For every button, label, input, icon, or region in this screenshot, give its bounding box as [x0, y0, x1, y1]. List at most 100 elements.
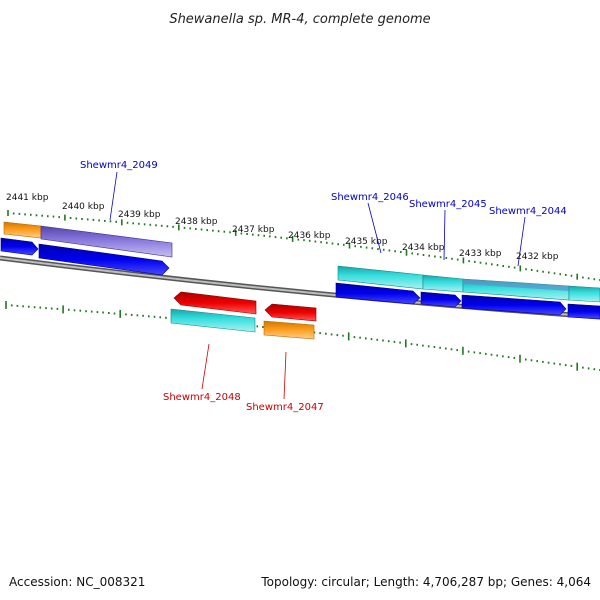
major-tick — [519, 265, 522, 272]
gene-label-shewmr4-2045[interactable]: Shewmr4_2045 — [409, 199, 487, 210]
minor-tick — [450, 348, 453, 351]
minor-tick — [109, 220, 112, 223]
cds-arrow-forward[interactable] — [567, 303, 600, 320]
minor-tick — [468, 260, 470, 263]
minor-tick — [104, 219, 106, 222]
minor-tick — [536, 360, 538, 363]
minor-tick — [337, 243, 339, 246]
major-tick — [576, 273, 578, 280]
minor-tick — [553, 362, 556, 365]
minor-tick — [525, 268, 527, 271]
minor-tick — [587, 367, 590, 370]
minor-tick — [257, 234, 260, 237]
minor-tick — [559, 273, 561, 276]
minor-tick — [96, 311, 99, 314]
minor-tick — [593, 368, 596, 371]
kbp-label: 2432 kbp — [516, 252, 559, 262]
gene-label-shewmr4-2044[interactable]: Shewmr4_2044 — [489, 206, 567, 217]
minor-tick — [41, 214, 43, 217]
minor-tick — [256, 325, 259, 328]
minor-tick — [485, 352, 487, 355]
minor-tick — [394, 250, 396, 253]
minor-tick — [75, 217, 78, 220]
minor-tick — [360, 245, 362, 248]
cds-arrow-forward[interactable] — [38, 243, 170, 276]
minor-tick — [115, 220, 117, 223]
minor-tick — [496, 354, 498, 357]
gene-feature-shewmr4-2049[interactable] — [40, 225, 173, 258]
minor-tick — [542, 270, 544, 273]
minor-tick — [485, 262, 487, 265]
minor-tick — [92, 218, 95, 221]
major-tick — [234, 229, 237, 236]
gene-feature-shewmr4-2045[interactable] — [422, 274, 464, 293]
minor-tick — [433, 346, 436, 348]
minor-tick — [587, 277, 590, 280]
minor-tick — [160, 224, 163, 227]
minor-tick — [33, 306, 36, 309]
minor-tick — [10, 304, 13, 307]
gene-feature-orange[interactable] — [3, 221, 42, 239]
gene-label-shewmr4-2049[interactable]: Shewmr4_2049 — [80, 160, 158, 171]
cds-arrow-forward[interactable] — [0, 237, 39, 256]
minor-tick — [86, 218, 89, 221]
leader-line-shewmr4-2049 — [109, 171, 118, 221]
minor-tick — [165, 316, 167, 319]
minor-tick — [223, 230, 226, 233]
minor-tick — [525, 358, 527, 361]
major-tick — [178, 224, 180, 231]
major-tick — [5, 301, 7, 309]
kbp-label: 2440 kbp — [62, 202, 105, 212]
minor-tick — [326, 241, 328, 244]
cds-arrow-forward[interactable] — [420, 291, 462, 308]
minor-tick — [155, 224, 157, 227]
minor-tick — [69, 217, 72, 219]
gene-label-shewmr4-2046[interactable]: Shewmr4_2046 — [331, 192, 409, 203]
leader-line-shewmr4-2048 — [201, 343, 210, 390]
minor-tick — [536, 269, 539, 272]
minor-tick — [108, 312, 110, 314]
minor-tick — [377, 248, 379, 251]
cds-arrow-reverse[interactable] — [173, 291, 257, 315]
kbp-label: 2439 kbp — [118, 210, 161, 220]
minor-tick — [559, 363, 561, 366]
gene-label-shewmr4-2048[interactable]: Shewmr4_2048 — [163, 392, 241, 403]
minor-tick — [342, 334, 344, 337]
gene-feature-highlight — [463, 278, 569, 291]
minor-tick — [206, 229, 208, 232]
minor-tick — [269, 235, 271, 238]
gene-feature-shewmr4-2047[interactable] — [263, 320, 315, 340]
minor-tick — [166, 225, 169, 228]
minor-tick — [502, 265, 504, 267]
minor-tick — [570, 364, 573, 367]
minor-tick — [85, 310, 87, 313]
minor-tick — [564, 364, 567, 367]
minor-tick — [530, 269, 533, 271]
minor-tick — [52, 215, 55, 218]
minor-tick — [456, 349, 458, 352]
topology-summary-text: Topology: circular; Length: 4,706,287 bp… — [260, 575, 591, 589]
minor-tick — [445, 257, 448, 259]
minor-tick — [382, 339, 384, 342]
minor-tick — [130, 313, 133, 316]
minor-tick — [422, 254, 425, 256]
minor-tick — [456, 258, 459, 261]
minor-tick — [451, 257, 453, 260]
minor-tick — [400, 251, 402, 253]
minor-tick — [125, 313, 127, 316]
major-tick — [119, 309, 121, 318]
minor-tick — [376, 338, 378, 341]
cds-arrow-forward[interactable] — [335, 282, 421, 305]
cds-arrow-reverse[interactable] — [264, 303, 317, 322]
cds-arrow-forward[interactable] — [461, 294, 567, 316]
major-tick — [121, 219, 123, 226]
gene-feature-cyan-right[interactable] — [568, 285, 600, 303]
major-tick — [348, 242, 351, 249]
minor-tick — [22, 305, 24, 308]
gene-label-shewmr4-2047[interactable]: Shewmr4_2047 — [246, 402, 324, 413]
minor-tick — [593, 278, 596, 281]
minor-tick — [252, 233, 254, 236]
minor-tick — [90, 310, 93, 313]
gene-feature-shewmr4-2048[interactable] — [170, 308, 256, 333]
minor-tick — [45, 307, 47, 310]
